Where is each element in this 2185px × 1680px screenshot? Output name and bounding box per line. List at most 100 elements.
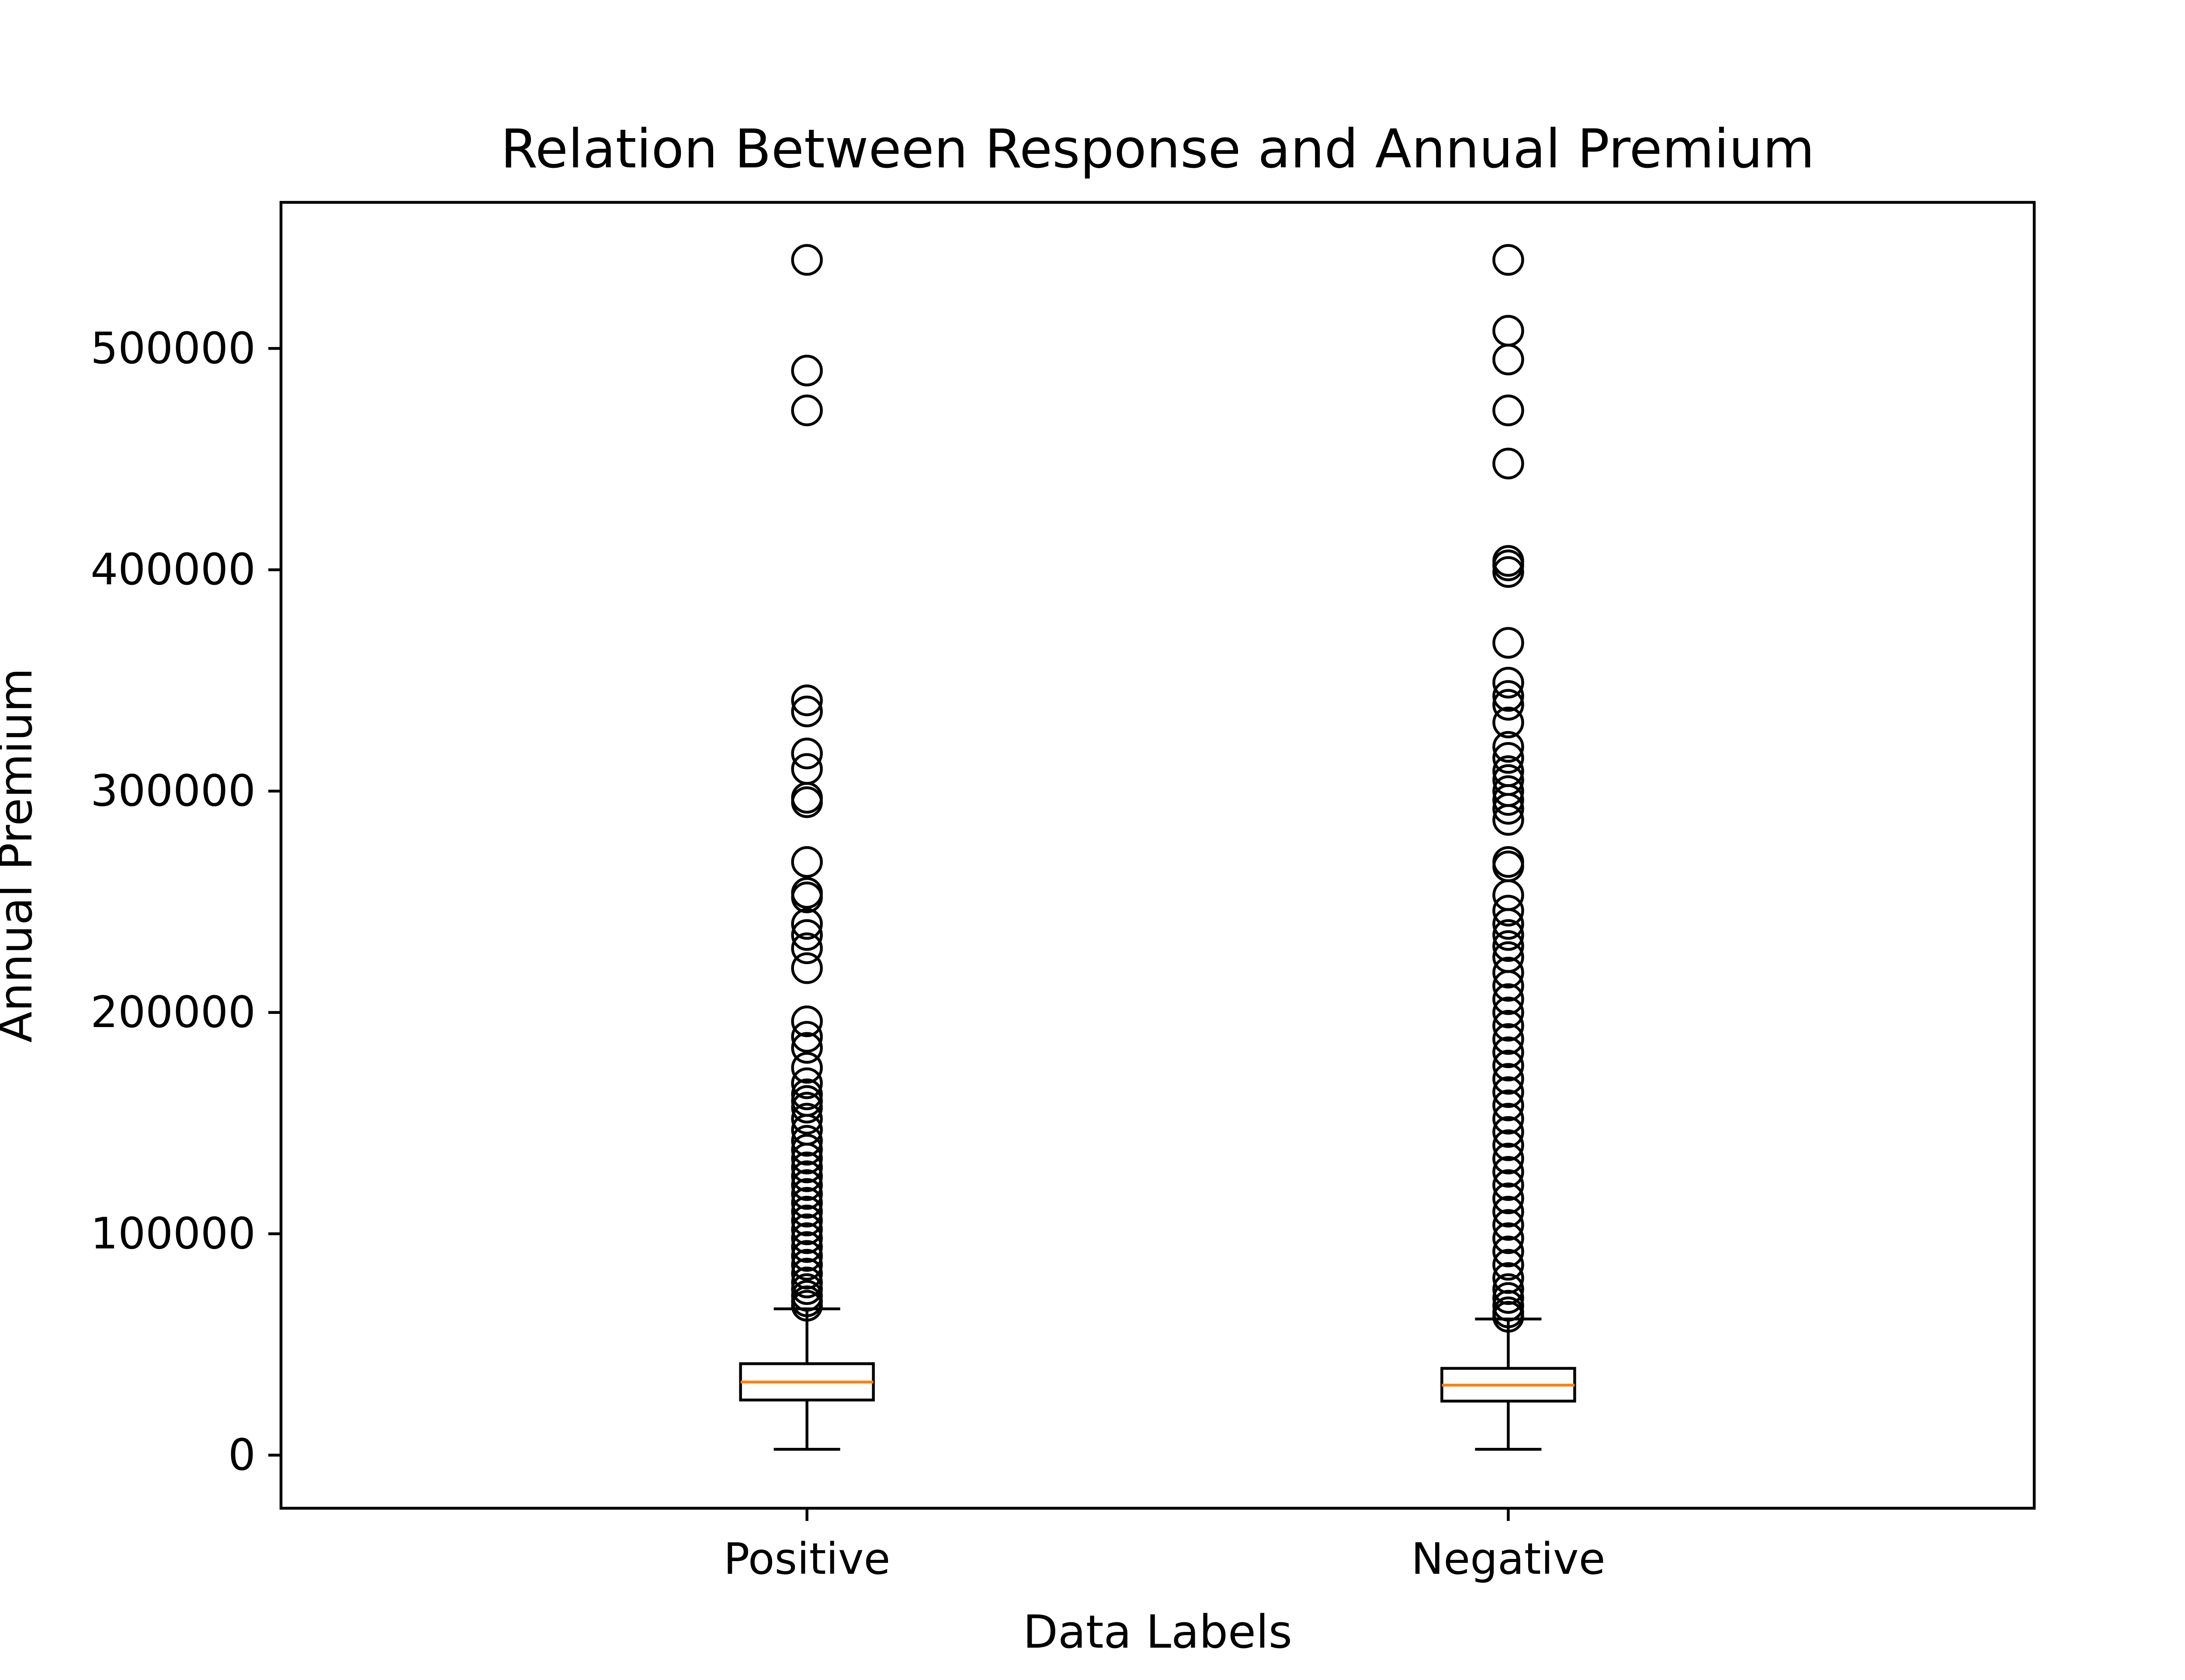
outlier-point [1492,970,1524,1002]
outlier-point [791,394,823,427]
outlier-point [1492,1290,1524,1322]
outlier-point [791,1231,823,1263]
outlier-point [791,952,823,984]
outlier-point [791,244,823,276]
y-tick-label: 100000 [90,1209,256,1259]
outlier-point [1492,983,1524,1015]
outlier-point [791,1021,823,1053]
outlier-point [1492,448,1524,479]
outlier-point [1492,689,1524,721]
chart-title: Relation Between Response and Annual Pre… [501,118,1815,180]
outlier-point [1492,1236,1524,1267]
outlier-point [791,1067,823,1099]
outlier-point [1492,1090,1524,1121]
outlier-point [791,1078,823,1111]
outlier-point [791,1160,823,1192]
outlier-point [1492,1156,1524,1188]
outlier-point [1492,706,1524,739]
y-tick-label: 300000 [90,766,256,816]
outlier-point [1492,1196,1524,1228]
outlier-point [1492,793,1524,825]
outlier-point [791,1134,823,1166]
outlier-point [791,846,823,878]
outlier-point [791,737,823,770]
outlier-point [1492,1301,1524,1333]
outlier-point [791,1249,823,1281]
outlier-point [791,1125,823,1157]
outlier-point [1492,742,1524,774]
outlier-point [791,1052,823,1084]
outlier-point [791,1178,823,1210]
outlier-point [1492,680,1524,712]
x-tick-label-negative: Negative [1411,1534,1605,1584]
outlier-point [791,1142,823,1175]
outlier-point [1492,1023,1524,1055]
outlier-point [791,932,823,964]
outlier-point [1492,1063,1524,1095]
outlier-point [791,1222,823,1254]
outlier-point [791,1085,823,1117]
outlier-point [791,1092,823,1124]
outlier-point [1492,1249,1524,1281]
outlier-point [1492,908,1524,940]
plot-layer [739,244,1576,1451]
outlier-point [791,1267,823,1298]
outlier-point [1492,1222,1524,1254]
outlier-point [791,1240,823,1272]
outlier-point [1492,556,1524,588]
outlier-point [1492,1142,1524,1175]
y-tick-label: 400000 [90,545,256,595]
outlier-point [1492,1010,1524,1042]
outlier-point [1492,1169,1524,1201]
outlier-point [1492,1282,1524,1314]
axis-layer: 0 100000 200000 300000 400000 500000 Positive N… [90,323,1605,1584]
outlier-point [791,1005,823,1038]
outlier-point [1492,666,1524,699]
outlier-point [1492,1182,1524,1215]
outlier-point [1492,1209,1524,1241]
y-tick-label: 500000 [90,323,256,374]
x-tick-label-positive: Positive [724,1534,891,1584]
outlier-point [1492,344,1524,375]
outlier-point [1492,731,1524,763]
outlier-point [791,1273,823,1305]
outlier-point [1492,549,1524,581]
y-tick-label: 0 [228,1430,256,1480]
outlier-point [791,1169,823,1201]
outlier-point [791,354,823,387]
outlier-point [791,1196,823,1228]
outlier-point [1492,1049,1524,1082]
outlier-point [1492,1129,1524,1161]
outlier-point [1492,1076,1524,1108]
outlier-point [1492,244,1524,276]
outlier-point [1492,1116,1524,1148]
outlier-point [791,919,823,951]
outlier-point [791,786,823,818]
outlier-point [1492,804,1524,836]
outlier-point [1492,394,1524,427]
outlier-point [791,1187,823,1219]
outlier-point [791,684,823,716]
outlier-point [791,881,823,913]
y-axis-label: Annual Premium [0,668,42,1042]
outlier-point [1492,919,1524,951]
outlier-point [791,1290,823,1322]
outlier-point [1492,930,1524,962]
outlier-point [1492,895,1524,927]
outlier-point [791,1204,823,1236]
box-group-positive [739,244,875,1451]
outlier-point [1492,315,1524,347]
outlier-point [791,1103,823,1135]
y-tick-label: 200000 [90,987,256,1038]
outlier-point [1492,784,1524,816]
plot-frame [279,201,2036,1510]
outlier-point [1492,1103,1524,1135]
outlier-point [791,1213,823,1246]
outlier-point [1492,627,1524,659]
outlier-point [791,1151,823,1184]
x-axis-label: Data Labels [1023,1605,1292,1659]
box-group-negative [1440,244,1576,1451]
outlier-point [791,1032,823,1064]
